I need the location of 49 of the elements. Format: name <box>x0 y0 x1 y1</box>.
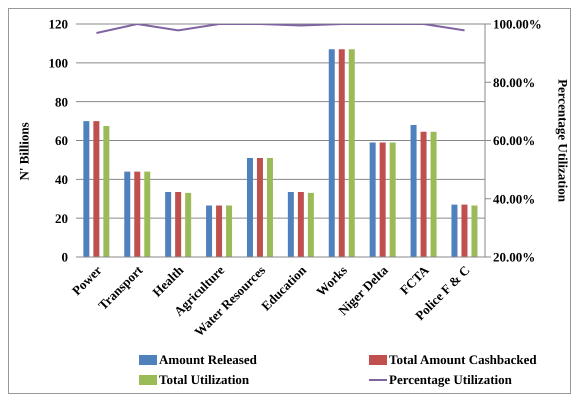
y2-tick-label: 100.00% <box>493 16 542 32</box>
bar <box>216 206 222 257</box>
bar <box>410 124 417 257</box>
bar <box>370 142 376 257</box>
legend-label: Amount Released <box>159 352 257 368</box>
legend-label: Total Amount Cashbacked <box>389 352 537 368</box>
legend-label: Percentage Utilization <box>389 372 512 388</box>
bar <box>165 192 172 257</box>
y-axis-title: N' Billions <box>16 122 32 180</box>
y2-axis-title: Percentage Utilization <box>555 79 570 203</box>
y-tick-label: 60 <box>55 133 68 148</box>
bar <box>175 192 182 257</box>
bar <box>338 49 345 257</box>
bar <box>185 192 192 257</box>
bar <box>390 142 396 257</box>
y-tick-label: 80 <box>55 94 68 110</box>
bar <box>430 132 437 257</box>
bar <box>348 49 355 257</box>
y-tick-label: 0 <box>62 250 68 265</box>
bar <box>93 121 100 257</box>
bar <box>288 192 294 257</box>
bar <box>124 172 130 257</box>
bar <box>206 206 212 257</box>
bar <box>451 204 458 257</box>
bar <box>328 49 335 257</box>
bar <box>134 172 140 257</box>
bar <box>83 121 90 257</box>
bar <box>308 192 314 257</box>
bar <box>256 158 263 257</box>
line-series <box>95 24 466 34</box>
y-tick-label: 20 <box>55 210 68 226</box>
y2-tick-label: 80.00% <box>493 74 536 90</box>
y2-tick-label: 60.00% <box>493 133 536 148</box>
bar <box>298 192 304 257</box>
bar <box>266 158 273 257</box>
y-tick-label: 100 <box>48 55 68 70</box>
bar <box>103 126 110 257</box>
bar <box>461 204 468 257</box>
legend-label: Total Utilization <box>159 372 250 388</box>
y-tick-label: 120 <box>48 16 68 32</box>
bar <box>144 172 150 257</box>
y2-tick-label: 20.00% <box>493 250 536 265</box>
y2-tick-label: 40.00% <box>493 191 536 206</box>
bar <box>246 158 253 257</box>
bar <box>420 132 427 257</box>
bar <box>380 142 386 257</box>
y-tick-label: 40 <box>55 172 68 187</box>
bar <box>471 206 478 257</box>
bar <box>226 206 232 257</box>
